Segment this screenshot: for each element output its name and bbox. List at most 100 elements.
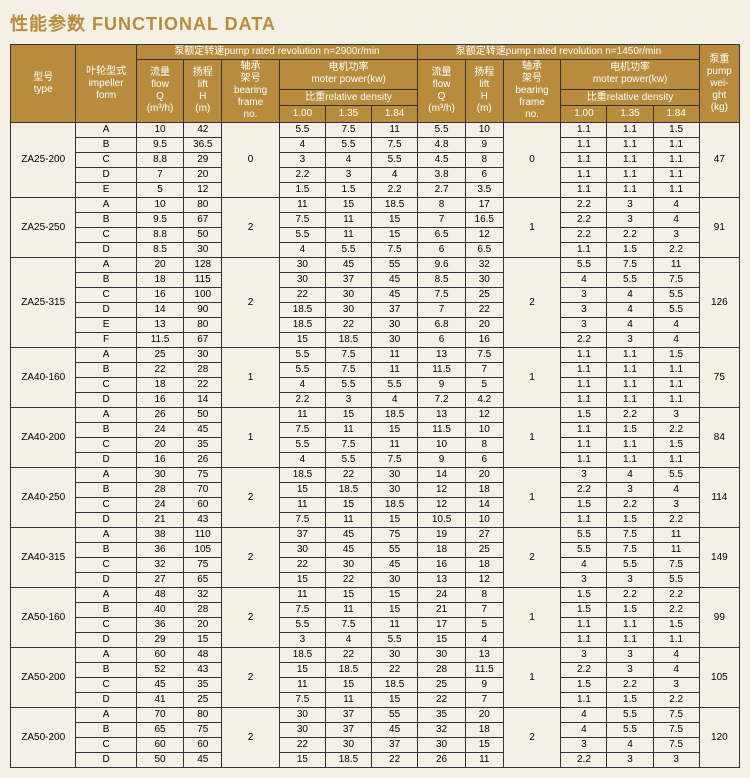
cell-p23: 2.2 <box>653 423 699 438</box>
cell-h2: 6 <box>465 453 503 468</box>
cell-h2: 7.5 <box>465 348 503 363</box>
cell-q2: 7 <box>418 303 466 318</box>
cell-q1: 16 <box>136 288 184 303</box>
cell-q1: 27 <box>136 573 184 588</box>
cell-impeller: D <box>76 168 136 183</box>
cell-p23: 4 <box>653 663 699 678</box>
cell-impeller: C <box>76 153 136 168</box>
cell-h2: 7 <box>465 363 503 378</box>
cell-p13: 30 <box>372 333 418 348</box>
cell-p11: 11 <box>279 588 325 603</box>
cell-p23: 1.1 <box>653 633 699 648</box>
col-d3-1: 1.84 <box>372 106 418 123</box>
cell-p21: 2.2 <box>561 228 607 243</box>
cell-p22: 1.5 <box>607 513 653 528</box>
cell-h2: 6.5 <box>465 243 503 258</box>
cell-p21: 3 <box>561 738 607 753</box>
cell-q2: 2.7 <box>418 183 466 198</box>
cell-p11: 5.5 <box>279 228 325 243</box>
cell-p23: 3 <box>653 678 699 693</box>
cell-impeller: D <box>76 243 136 258</box>
cell-p11: 4 <box>279 138 325 153</box>
cell-p22: 1.1 <box>607 168 653 183</box>
cell-impeller: A <box>76 528 136 543</box>
col-flow2: 流量flowQ(m³/h) <box>418 60 466 123</box>
cell-q1: 26 <box>136 408 184 423</box>
cell-p22: 1.1 <box>607 123 653 138</box>
cell-h2: 30 <box>465 273 503 288</box>
cell-q2: 8 <box>418 198 466 213</box>
cell-q1: 9.5 <box>136 138 184 153</box>
cell-p11: 11 <box>279 198 325 213</box>
table-row: D16142.2347.24.21.11.11.1 <box>11 393 740 408</box>
cell-h1: 20 <box>184 618 222 633</box>
cell-bearing1: 2 <box>222 588 280 648</box>
cell-p11: 15 <box>279 663 325 678</box>
cell-p22: 4 <box>607 738 653 753</box>
cell-q1: 52 <box>136 663 184 678</box>
cell-p22: 2.2 <box>607 588 653 603</box>
cell-p11: 22 <box>279 558 325 573</box>
cell-h1: 80 <box>184 708 222 723</box>
cell-p12: 18.5 <box>325 753 371 768</box>
cell-p13: 15 <box>372 513 418 528</box>
cell-impeller: A <box>76 348 136 363</box>
cell-q1: 8.8 <box>136 153 184 168</box>
table-row: ZA50-160A4832211151524811.52.22.299 <box>11 588 740 603</box>
cell-h2: 16 <box>465 333 503 348</box>
cell-impeller: A <box>76 258 136 273</box>
cell-p11: 5.5 <box>279 123 325 138</box>
table-row: C161002230457.525345.5 <box>11 288 740 303</box>
cell-bearing1: 2 <box>222 198 280 258</box>
cell-impeller: E <box>76 318 136 333</box>
table-row: ZA25-200A104205.57.5115.51001.11.11.547 <box>11 123 740 138</box>
cell-p11: 30 <box>279 273 325 288</box>
page-title: 性能参数 FUNCTIONAL DATA <box>10 10 740 36</box>
cell-p22: 2.2 <box>607 228 653 243</box>
table-row: F11.5671518.5306162.234 <box>11 333 740 348</box>
cell-p12: 5.5 <box>325 138 371 153</box>
cell-h1: 75 <box>184 558 222 573</box>
cell-p12: 30 <box>325 558 371 573</box>
cell-h2: 18 <box>465 558 503 573</box>
cell-h2: 7 <box>465 693 503 708</box>
table-row: B28701518.53012182.234 <box>11 483 740 498</box>
cell-p12: 4 <box>325 153 371 168</box>
cell-p13: 11 <box>372 348 418 363</box>
cell-p21: 1.5 <box>561 498 607 513</box>
cell-q2: 9 <box>418 453 466 468</box>
cell-weight: 99 <box>699 588 739 648</box>
cell-impeller: D <box>76 453 136 468</box>
cell-p22: 5.5 <box>607 708 653 723</box>
col-weight: 泵重pumpwei-ght(kg) <box>699 45 739 123</box>
cell-p13: 30 <box>372 468 418 483</box>
cell-bearing2: 1 <box>503 198 561 258</box>
cell-p21: 1.1 <box>561 123 607 138</box>
cell-p21: 1.1 <box>561 138 607 153</box>
cell-h2: 18 <box>465 483 503 498</box>
table-row: C36205.57.5111751.11.11.5 <box>11 618 740 633</box>
cell-h1: 80 <box>184 318 222 333</box>
cell-q1: 29 <box>136 633 184 648</box>
cell-p11: 4 <box>279 378 325 393</box>
cell-p22: 1.1 <box>607 393 653 408</box>
cell-p13: 11 <box>372 438 418 453</box>
cell-p13: 11 <box>372 618 418 633</box>
cell-impeller: D <box>76 633 136 648</box>
cell-q2: 10 <box>418 438 466 453</box>
cell-weight: 149 <box>699 528 739 588</box>
cell-p21: 3 <box>561 648 607 663</box>
cell-p13: 15 <box>372 423 418 438</box>
table-row: E138018.522306.820344 <box>11 318 740 333</box>
cell-p13: 2.2 <box>372 183 418 198</box>
cell-p21: 4 <box>561 708 607 723</box>
col-rev1: 泵额定转速pump rated revolution n=2900r/min <box>136 45 418 60</box>
cell-p11: 5.5 <box>279 348 325 363</box>
cell-p21: 1.1 <box>561 183 607 198</box>
cell-p11: 30 <box>279 708 325 723</box>
cell-h1: 30 <box>184 243 222 258</box>
cell-p12: 45 <box>325 528 371 543</box>
cell-type: ZA50-200 <box>11 708 76 768</box>
cell-q2: 25 <box>418 678 466 693</box>
cell-p21: 1.5 <box>561 603 607 618</box>
